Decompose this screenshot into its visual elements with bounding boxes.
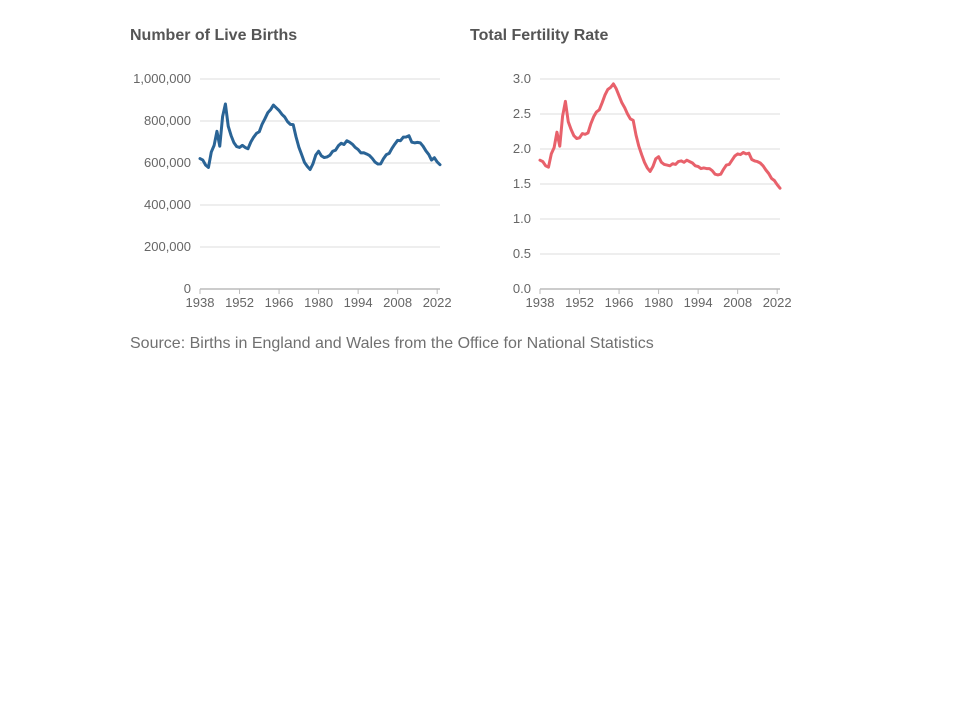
births-y-tick-label: 0	[184, 281, 191, 296]
fertility-chart-title: Total Fertility Rate	[470, 27, 609, 44]
tfr-y-tick-label: 1.0	[513, 211, 531, 226]
births-x-tick-label: 2008	[383, 295, 412, 310]
tfr-x-tick-label: 1994	[684, 295, 713, 310]
births-y-tick-label: 600,000	[144, 155, 191, 170]
tfr-x-tick-label: 1952	[565, 295, 594, 310]
births-y-tick-label: 400,000	[144, 197, 191, 212]
births-series-line	[198, 102, 442, 172]
tfr-y-tick-label: 1.5	[513, 176, 531, 191]
births-x-tick-label: 1980	[304, 295, 333, 310]
births-x-tick-label: 1994	[344, 295, 373, 310]
tfr-y-tick-label: 0.5	[513, 246, 531, 261]
births-x-tick-label: 1966	[265, 295, 294, 310]
births-y-tick-label: 1,000,000	[133, 71, 191, 86]
tfr-y-tick-label: 3.0	[513, 71, 531, 86]
births-x-tick-label: 2022	[423, 295, 452, 310]
tfr-y-tick-label: 2.0	[513, 141, 531, 156]
source-note: Source: Births in England and Wales from…	[130, 335, 654, 352]
tfr-x-tick-label: 1980	[644, 295, 673, 310]
tfr-x-tick-label: 1966	[605, 295, 634, 310]
births-y-tick-label: 800,000	[144, 113, 191, 128]
tfr-x-tick-label: 2008	[723, 295, 752, 310]
births-y-tick-label: 200,000	[144, 239, 191, 254]
births-chart-title: Number of Live Births	[130, 27, 298, 44]
births-x-tick-label: 1938	[186, 295, 215, 310]
live-births-chart: 0 200,000 400,000 600,000 800,000 1,000,000 19…	[133, 71, 452, 310]
births-x-tick-label: 1952	[225, 295, 254, 310]
fertility-rate-chart: 0.0 0.5 1.0 1.5 2.0 2.5 3.0 1938 1952 1966 1980 199…	[513, 71, 792, 310]
tfr-x-tick-label: 2022	[763, 295, 792, 310]
tfr-x-tick-label: 1938	[526, 295, 555, 310]
tfr-y-tick-label: 2.5	[513, 106, 531, 121]
tfr-series-line	[538, 82, 782, 190]
tfr-y-tick-label: 0.0	[513, 281, 531, 296]
